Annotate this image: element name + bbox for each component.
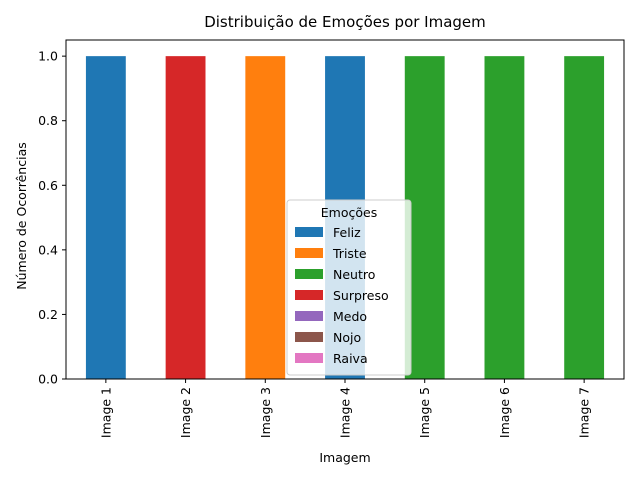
legend-label-nojo: Nojo xyxy=(333,330,361,345)
legend-label-neutro: Neutro xyxy=(333,267,375,282)
x-tick-label: Image 3 xyxy=(258,387,273,438)
legend-swatch-raiva xyxy=(295,353,323,363)
legend-swatch-nojo xyxy=(295,332,323,342)
y-tick-label: 0.8 xyxy=(38,113,58,128)
legend-label-triste: Triste xyxy=(332,246,367,261)
y-tick-label: 1.0 xyxy=(38,49,58,64)
bar-neutro-6 xyxy=(484,56,525,380)
legend-swatch-neutro xyxy=(295,269,323,279)
legend-label-medo: Medo xyxy=(333,309,367,324)
x-tick-label: Image 5 xyxy=(417,387,432,438)
y-axis-label: Número de Ocorrências xyxy=(14,142,29,290)
bar-triste-3 xyxy=(245,56,286,380)
x-tick-label: Image 2 xyxy=(178,387,193,438)
legend: Emoções Feliz Triste Neutro Surpreso Medo Nojo… xyxy=(286,199,412,376)
x-tick-label: Image 6 xyxy=(497,387,512,438)
legend-box xyxy=(286,199,412,376)
legend-label-raiva: Raiva xyxy=(333,351,368,366)
legend-label-surpreso: Surpreso xyxy=(333,288,389,303)
y-tick-label: 0.6 xyxy=(38,178,58,193)
x-tick-label: Image 4 xyxy=(338,387,353,438)
legend-swatch-medo xyxy=(295,311,323,321)
legend-title: Emoções xyxy=(321,205,377,220)
y-tick-label: 0.4 xyxy=(38,242,58,257)
axes-group: 0.0 0.2 0.4 0.6 0.8 1.0 Image 1 Image 2 Image 3 I… xyxy=(38,39,625,438)
bar-surpreso-2 xyxy=(165,56,206,380)
x-tick-label: Image 7 xyxy=(577,387,592,438)
y-tick-label: 0.0 xyxy=(38,372,58,387)
legend-swatch-surpreso xyxy=(295,290,323,300)
legend-swatch-feliz xyxy=(295,227,323,237)
y-tick-label: 0.2 xyxy=(38,307,58,322)
bar-neutro-7 xyxy=(564,56,605,380)
x-tick-label: Image 1 xyxy=(98,387,113,438)
bar-feliz-1 xyxy=(85,56,126,380)
chart-title: Distribuição de Emoções por Imagem xyxy=(204,13,486,31)
x-axis-label: Imagem xyxy=(319,450,370,465)
legend-swatch-triste xyxy=(295,248,323,258)
legend-label-feliz: Feliz xyxy=(333,225,361,240)
